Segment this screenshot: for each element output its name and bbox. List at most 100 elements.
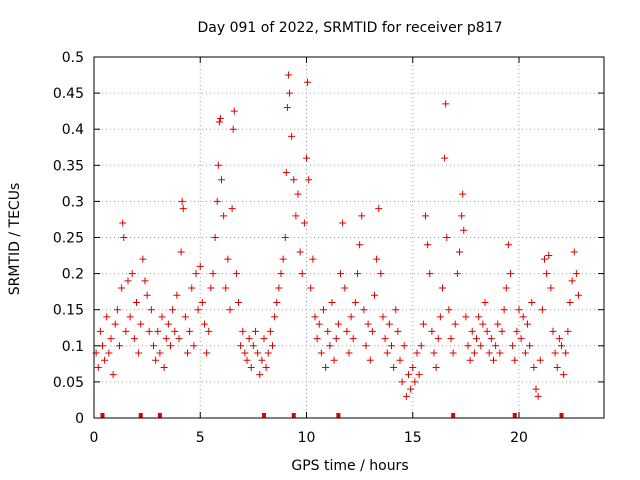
x-tick-labels: 0 5 10 15 20 [90,430,528,446]
data-point [470,349,478,357]
data-point [562,349,570,357]
data-point [409,363,417,371]
data-point [292,212,300,220]
data-point [143,291,151,299]
data-point [186,327,194,335]
data-point [434,335,442,343]
data-point [487,335,495,343]
data-point [324,327,332,335]
data-point [445,306,453,314]
data-point [513,327,521,335]
data-point [309,255,317,263]
data-point [158,313,166,321]
data-point [417,342,425,350]
data-point [405,371,412,379]
gap-marker [100,413,105,418]
data-point [371,291,378,299]
data-point [462,313,470,321]
data-point [475,313,483,321]
data-point [456,248,463,256]
data-point [502,284,510,292]
gap-marker [157,413,162,418]
data-point [385,320,393,328]
data-point [203,349,211,357]
data-point [229,125,237,133]
data-point [194,306,202,314]
data-point [128,270,136,278]
gap-markers [100,413,564,418]
data-point [252,327,259,335]
y-tick-label: 0.3 [62,194,84,210]
data-point [436,313,444,321]
data-point [196,262,204,270]
y-axis-label: SRMTID / TECUs [7,183,23,296]
data-point [137,320,145,328]
data-point [96,327,104,335]
y-tick-label: 0.15 [53,303,84,319]
axis-ticks [93,56,604,419]
data-point [154,327,162,335]
data-point [349,335,357,343]
data-point [432,363,440,371]
data-point [419,320,427,328]
data-point [298,270,306,278]
data-point [360,306,368,314]
data-point [281,234,289,241]
data-point [511,356,519,364]
data-point [232,270,240,278]
data-point [566,298,574,306]
y-tick-label: 0.2 [62,267,84,283]
data-point [451,320,459,328]
data-point [264,349,272,357]
data-point [184,349,191,357]
data-point [541,255,548,263]
data-point [105,349,113,357]
data-point [439,284,446,292]
data-point [304,78,312,86]
data-point [273,298,281,306]
data-point [94,363,102,371]
x-tick-label: 20 [510,430,528,446]
data-point [466,356,474,364]
gap-marker [451,413,456,418]
data-point [130,335,138,343]
data-point [528,298,536,306]
data-point [141,277,149,285]
data-point [224,255,232,263]
data-point [256,371,264,379]
data-point [330,356,338,364]
data-point [428,327,436,335]
data-point [341,284,349,292]
data-point [122,327,130,335]
y-tick-label: 0.25 [53,231,84,247]
data-point [564,327,572,335]
data-point [139,255,147,263]
gap-marker [559,413,564,418]
data-point [228,205,236,213]
data-point [284,71,292,79]
data-point [296,248,304,256]
data-point [320,306,327,314]
data-point [551,349,559,357]
data-point [441,154,449,162]
data-point [479,320,487,328]
data-point [400,342,408,350]
data-point [483,327,491,335]
data-point [179,205,187,213]
data-point [205,327,213,335]
gap-marker [512,413,517,418]
data-point [271,313,279,321]
data-point [167,342,174,350]
data-point [313,335,321,343]
data-point [570,248,578,256]
data-point [379,313,387,321]
data-point [543,270,551,278]
data-point [447,335,455,343]
data-point [524,320,531,328]
data-point [549,327,557,335]
data-point [109,371,117,379]
data-point [307,284,315,292]
data-point [442,100,450,108]
data-point [394,327,402,335]
